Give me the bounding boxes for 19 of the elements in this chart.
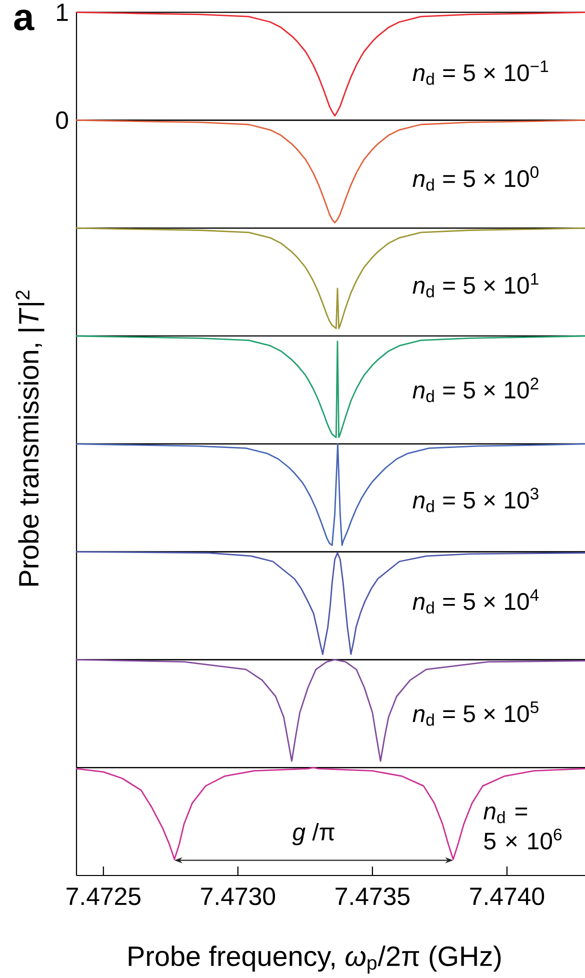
series-label: n$_{d}$ = 5 × 10$^{5}$ — [412, 701, 538, 726]
series-label: n$_{d}$ = 5 × 10$^{−1}$ — [412, 60, 548, 85]
series-label: n$_{d}$ = 5 × 10$^{6}$ — [484, 806, 562, 850]
x-tick-label: 7.4730 — [201, 888, 276, 906]
x-axis-title: Probe frequency, ω$_{p}$/2π (GHz) — [128, 946, 501, 974]
y-axis-title: Probe transmission, |T|$^{2}$ — [16, 290, 44, 586]
series-label: n$_{d}$ = 5 × 10$^{0}$ — [412, 166, 538, 191]
series-label: n$_{d}$ = 5 × 10$^{4}$ — [412, 589, 539, 614]
y-tick-label: 0 — [56, 111, 68, 130]
series-label: n$_{d}$ = 5 × 10$^{3}$ — [412, 488, 538, 512]
y-tick-label: 1 — [57, 4, 68, 21]
series-label: n$_{d}$ = 5 × 10$^{2}$ — [412, 378, 538, 402]
x-tick-label: 7.4735 — [336, 888, 410, 906]
line-series — [76, 12, 585, 117]
chart-title: a — [14, 10, 34, 30]
series-label: n$_{d}$ = 5 × 10$^{1}$ — [412, 273, 538, 298]
x-tick-label: 7.4740 — [470, 888, 544, 906]
x-tick-label: 7.4725 — [66, 888, 140, 906]
annotation: g /π — [292, 822, 334, 846]
